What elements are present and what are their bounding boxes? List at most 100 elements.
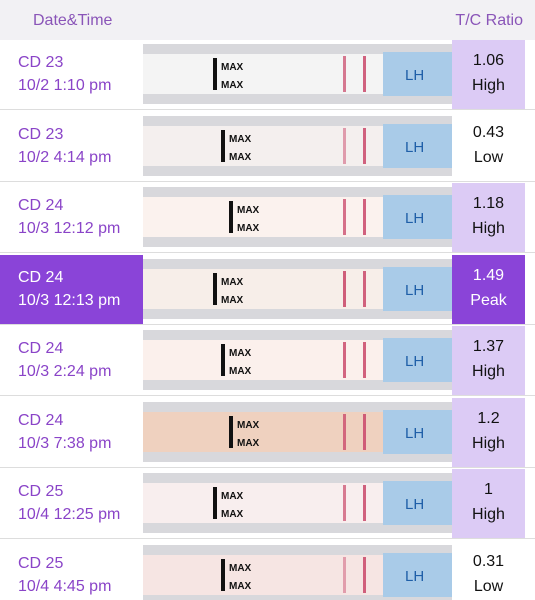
max-bar xyxy=(221,558,225,591)
date-cell: CD 23 10/2 1:10 pm xyxy=(0,40,143,109)
test-row[interactable]: CD 24 10/3 12:12 pm 1.18 High MAX MAX LH xyxy=(0,183,535,253)
max-label: MAX xyxy=(237,223,260,234)
strip-body xyxy=(143,340,393,380)
control-line xyxy=(363,199,366,235)
ratio: 1.18 xyxy=(472,195,505,212)
ratio: 0.43 xyxy=(472,123,505,141)
strip-body xyxy=(143,54,393,94)
level: Low xyxy=(473,148,504,166)
time: 10/3 7:38 pm xyxy=(18,434,112,452)
ratio: 1.37 xyxy=(472,338,505,355)
test-row[interactable]: CD 23 10/2 1:10 pm 1.06 High MAX MAX LH xyxy=(0,40,535,110)
strip-handle xyxy=(383,52,452,96)
level: Peak xyxy=(470,291,507,309)
max-bar xyxy=(221,129,225,162)
max-bar xyxy=(221,344,225,376)
time: 10/4 12:25 pm xyxy=(18,506,121,523)
level: High xyxy=(472,77,505,94)
test-row[interactable]: CD 23 10/2 4:14 pm 0.43 Low MAX MAX LH xyxy=(0,112,535,182)
max-label: MAX xyxy=(229,563,252,574)
time: 10/3 2:24 pm xyxy=(18,363,112,380)
control-line xyxy=(363,342,366,378)
date-cell: CD 24 10/3 2:24 pm xyxy=(0,326,143,395)
test-strip-photo: MAX MAX LH xyxy=(143,187,452,247)
brand-label: LH xyxy=(405,568,424,585)
ratio-cell: 0.43 Low xyxy=(452,112,525,181)
header: Date&Time T/C Ratio xyxy=(0,0,535,40)
ratio: 1.2 xyxy=(477,409,500,427)
cycle-day: CD 24 xyxy=(18,268,64,286)
date-cell: CD 24 10/3 12:13 pm xyxy=(0,254,143,324)
time: 10/2 1:10 pm xyxy=(18,77,112,94)
ratio: 1.49 xyxy=(472,266,505,284)
ratio: 1.06 xyxy=(472,52,505,69)
time: 10/3 12:12 pm xyxy=(18,220,121,237)
strip-body xyxy=(143,483,393,523)
max-label: MAX xyxy=(229,134,252,145)
test-strip-photo: MAX MAX LH xyxy=(143,115,452,176)
test-row[interactable]: CD 24 10/3 7:38 pm 1.2 High MAX MAX LH xyxy=(0,397,535,468)
ratio-cell: 1 High xyxy=(452,469,525,538)
control-line xyxy=(363,485,366,521)
level: High xyxy=(472,220,505,237)
strip-handle xyxy=(383,552,452,597)
strip-body xyxy=(143,554,393,595)
time: 10/2 4:14 pm xyxy=(18,148,112,166)
test-row[interactable]: CD 24 10/3 2:24 pm 1.37 High MAX MAX LH xyxy=(0,326,535,396)
level: High xyxy=(472,434,505,452)
cycle-day: CD 24 xyxy=(18,197,64,214)
max-label: MAX xyxy=(237,205,260,216)
max-label: MAX xyxy=(229,348,252,359)
max-bar xyxy=(229,415,233,448)
date-cell: CD 24 10/3 7:38 pm xyxy=(0,398,143,467)
test-line xyxy=(343,199,346,235)
test-line xyxy=(343,270,346,307)
ratio-cell: 1.49 Peak xyxy=(452,254,525,324)
ratio-cell: 1.2 High xyxy=(452,397,525,467)
test-strip-photo: MAX MAX LH xyxy=(143,401,452,462)
max-bar xyxy=(213,272,217,305)
max-label: MAX xyxy=(229,366,252,377)
header-left: Date&Time xyxy=(33,12,113,29)
test-line xyxy=(343,342,346,378)
level: High xyxy=(472,506,505,523)
max-bar xyxy=(213,487,217,519)
cycle-day: CD 25 xyxy=(18,483,64,500)
ratio-cell: 1.18 High xyxy=(452,183,525,252)
control-line xyxy=(363,270,366,307)
test-line xyxy=(343,127,346,164)
max-label: MAX xyxy=(221,62,244,73)
max-label: MAX xyxy=(237,420,260,431)
strip-handle xyxy=(383,481,452,525)
test-line xyxy=(343,556,346,593)
control-line xyxy=(363,556,366,593)
time: 10/4 4:45 pm xyxy=(18,577,112,595)
test-row[interactable]: CD 25 10/4 4:45 pm 0.31 Low MAX MAX LH xyxy=(0,541,535,600)
cycle-day: CD 23 xyxy=(18,125,64,143)
test-row[interactable]: CD 24 10/3 12:13 pm 1.49 Peak MAX MAX LH xyxy=(0,254,535,325)
max-label: MAX xyxy=(221,295,244,306)
date-cell: CD 25 10/4 4:45 pm xyxy=(0,541,143,600)
strip-handle xyxy=(383,123,452,168)
ratio: 1 xyxy=(484,481,493,498)
max-label: MAX xyxy=(221,509,244,520)
test-line xyxy=(343,413,346,450)
date-cell: CD 24 10/3 12:12 pm xyxy=(0,183,143,252)
max-label: MAX xyxy=(221,80,244,91)
test-strip-photo: MAX MAX LH xyxy=(143,258,452,319)
strip-handle xyxy=(383,195,452,239)
date-cell: CD 23 10/2 4:14 pm xyxy=(0,112,143,181)
brand-label: LH xyxy=(405,67,424,84)
strip-handle xyxy=(383,409,452,454)
brand-label: LH xyxy=(405,139,424,156)
control-line xyxy=(363,413,366,450)
test-strip-photo: MAX MAX LH xyxy=(143,544,452,600)
max-label: MAX xyxy=(229,581,252,592)
brand-label: LH xyxy=(405,282,424,299)
strip-body xyxy=(143,411,393,452)
brand-label: LH xyxy=(405,210,424,227)
cycle-day: CD 24 xyxy=(18,340,64,357)
strip-body xyxy=(143,197,393,237)
test-row[interactable]: CD 25 10/4 12:25 pm 1 High MAX MAX LH xyxy=(0,469,535,539)
